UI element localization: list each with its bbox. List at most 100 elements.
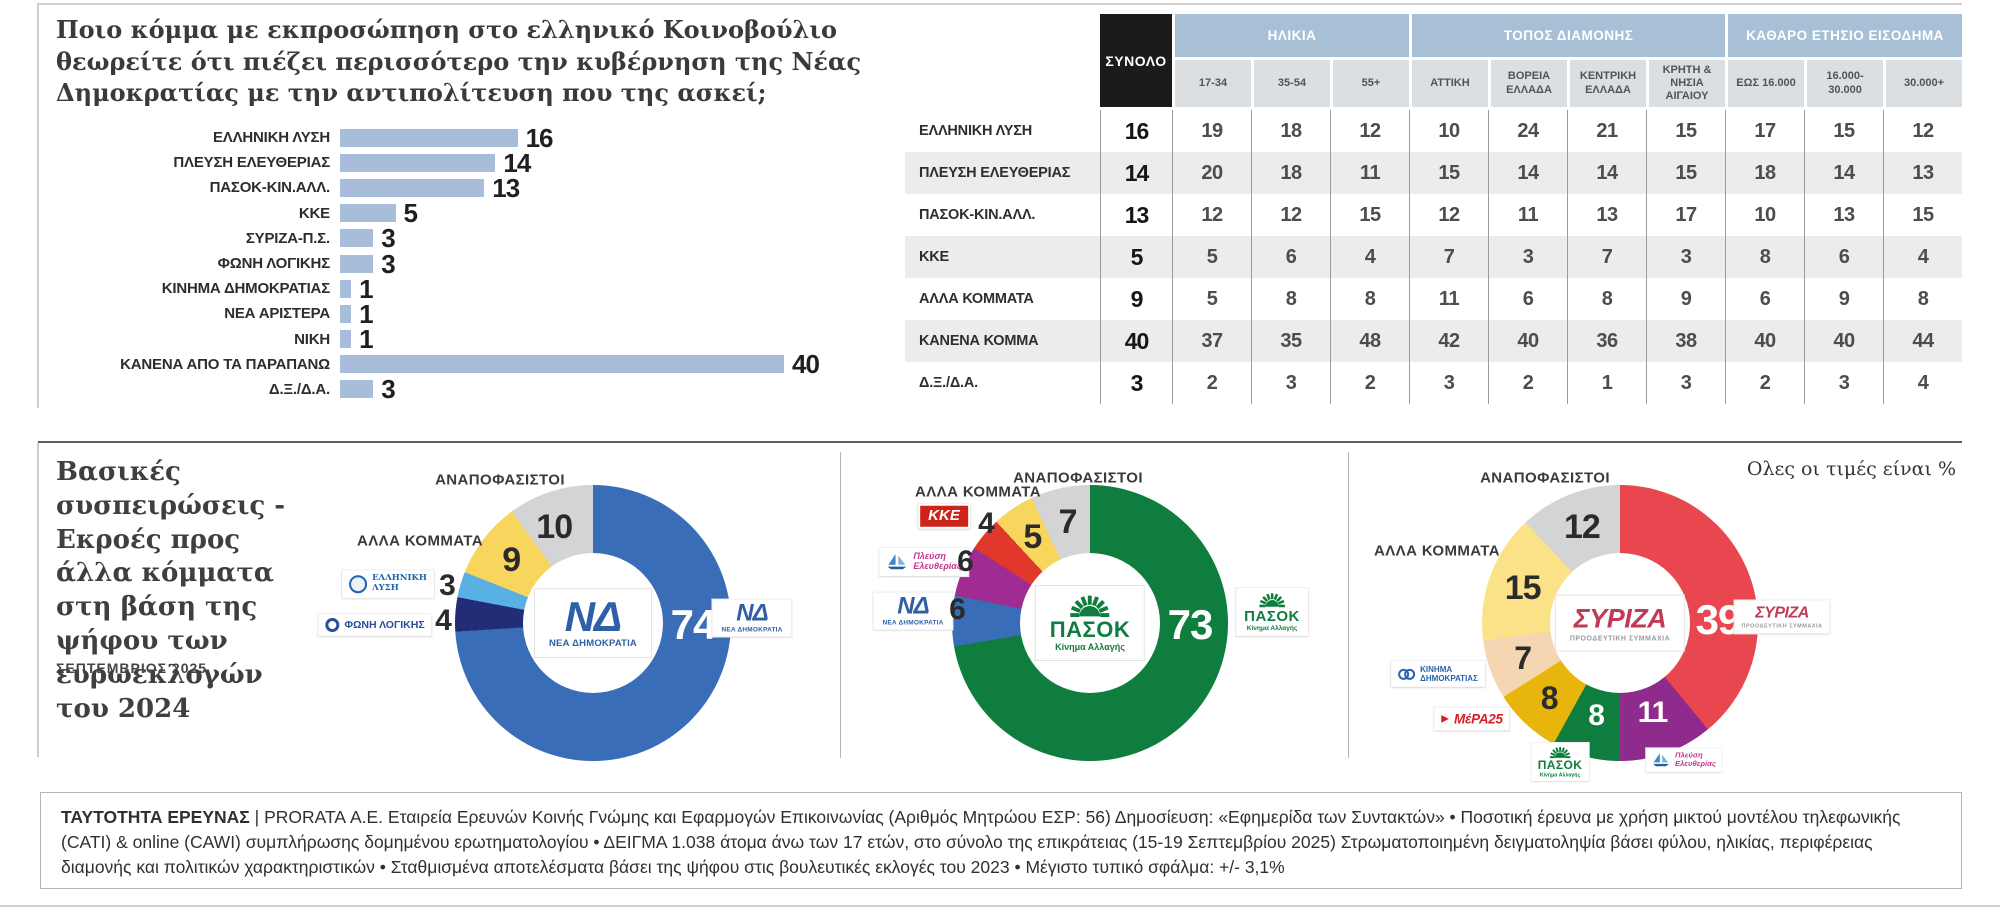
- col-header: ΚΕΝΤΡΙΚΗ ΕΛΛΑΔΑ: [1567, 60, 1646, 110]
- bar-value: 13: [492, 172, 520, 203]
- bar-label: ΚΙΝΗΜΑ ΔΗΜΟΚΡΑΤΙΑΣ: [161, 280, 330, 298]
- table-cell: 17: [1646, 194, 1726, 236]
- bar-value: 1: [359, 324, 374, 355]
- table-cell: 4: [1330, 236, 1409, 278]
- table-cell: 18: [1251, 152, 1330, 194]
- table-cell: 12: [1330, 110, 1409, 152]
- logo-foni-logikis: ΦΩΝΗ ΛΟΓΙΚΗΣ: [318, 614, 432, 636]
- table-row: ΚΚΕ 5 5 6 4 7 3 7 3 8 6 4: [905, 236, 1963, 278]
- table-cell: 2: [1725, 362, 1805, 404]
- bar: [340, 178, 485, 197]
- logo-pasok: ΠΑΣΟΚ Κίνημα Αλλαγής: [1531, 742, 1589, 782]
- bar-value: 40: [792, 349, 820, 380]
- left-divider-top: [37, 3, 39, 408]
- table-row: Δ.Ξ./Δ.Α. 3 2 3 2 3 2 1 3 2 3 4: [905, 362, 1963, 404]
- bar: [340, 304, 352, 323]
- table-cell: 38: [1646, 320, 1726, 362]
- logo-plefsi: Πλεύση Ελευθερίας: [1646, 748, 1722, 772]
- table-cell: 15: [1804, 110, 1884, 152]
- pasok-sun-icon: [1070, 595, 1110, 618]
- table-cell: 2: [1330, 362, 1409, 404]
- bar-row: ΦΩΝΗ ΛΟΓΙΚΗΣ 3: [48, 251, 819, 277]
- logo-nd: ΝΔ ΝΕΑ ΔΗΜΟΚΡΑΤΙΑ: [873, 592, 953, 630]
- bar-label: ΚΚΕ: [298, 204, 330, 222]
- donut-annotation: 73: [1167, 600, 1214, 648]
- donut-annotation: 7: [1058, 502, 1078, 541]
- col-header: 55+: [1330, 60, 1409, 110]
- bar-row: ΝΙΚΗ 1: [48, 324, 819, 355]
- donut-annotation: 15: [1504, 568, 1542, 607]
- bar-row: Δ.Ξ./Δ.Α. 3: [48, 376, 819, 402]
- bar-row: ΚΙΝΗΜΑ ΔΗΜΟΚΡΑΤΙΑΣ 1: [48, 276, 819, 302]
- table-cell: 21: [1567, 110, 1646, 152]
- crosstab: ΣΥΝΟΛΟ ΗΛΙΚΙΑ ΤΟΠΟΣ ΔΙΑΜΟΝΗΣ ΚΑΘΑΡΟ ΕΤΗΣΙΟ …: [905, 14, 1963, 404]
- table-cell: 12: [1251, 194, 1330, 236]
- table-cell: 2: [1172, 362, 1251, 404]
- bar-label: ΦΩΝΗ ΛΟΓΙΚΗΣ: [217, 255, 331, 273]
- table-cell: 2: [1488, 362, 1567, 404]
- table-cell: 18: [1725, 152, 1805, 194]
- table-cell: 6: [1488, 278, 1567, 320]
- donut-annotation: ΑΛΛΑ ΚΟΜΜΑΤΑ: [915, 483, 1041, 501]
- logo-syriza: ΣΥΡΙΖΑ ΠΡΟΟΔΕΥΤΙΚΗ ΣΥΜΜΑΧΙΑ: [1734, 600, 1830, 634]
- row-label: ΠΑΣΟΚ-ΚΙΝ.ΑΛΛ.: [905, 194, 1100, 236]
- total-cell: 16: [1100, 110, 1172, 152]
- table-cell: 3: [1646, 236, 1726, 278]
- donut-annotation: 11: [1637, 696, 1669, 730]
- bar-label: ΝΕΑ ΑΡΙΣΤΕΡΑ: [224, 305, 330, 323]
- table-cell: 11: [1409, 278, 1488, 320]
- col-header-total: ΣΥΝΟΛΟ: [1100, 14, 1172, 110]
- table-cell: 13: [1883, 152, 1963, 194]
- arrow-icon: ▶: [1441, 713, 1450, 725]
- col-header: ΒΟΡΕΙΑ ΕΛΛΑΔΑ: [1488, 60, 1567, 110]
- row-label: ΚΑΝΕΝΑ ΚΟΜΜΑ: [905, 320, 1100, 362]
- donut-annotation: 8: [1540, 680, 1559, 717]
- table-cell: 3: [1646, 362, 1726, 404]
- table-cell: 15: [1330, 194, 1409, 236]
- bottom-divider: [0, 905, 2000, 907]
- bar: [340, 254, 374, 273]
- section2-date: ΣΕΠΤΕΜΒΡΙΟΣ 2025: [56, 660, 208, 676]
- group-header: ΚΑΘΑΡΟ ΕΤΗΣΙΟ ΕΙΣΟΔΗΜΑ: [1725, 14, 1963, 60]
- col-header: ΑΤΤΙΚΗ: [1409, 60, 1488, 110]
- total-cell: 14: [1100, 152, 1172, 194]
- panel-divider-2: [1348, 452, 1349, 758]
- table-cell: 12: [1409, 194, 1488, 236]
- donut-annotation: 74: [670, 600, 717, 648]
- pasok-sun-icon: [1259, 593, 1285, 608]
- table-cell: 7: [1409, 236, 1488, 278]
- values-note: Ολες οι τιμές είναι %: [1746, 458, 1956, 480]
- bar-row: ΝΕΑ ΑΡΙΣΤΕΡΑ 1: [48, 298, 819, 329]
- bar-row: ΣΥΡΙΖΑ-Π.Σ. 3: [48, 223, 819, 254]
- table-cell: 3: [1409, 362, 1488, 404]
- row-label: ΑΛΛΑ ΚΟΜΜΑΤΑ: [905, 278, 1100, 320]
- bar: [340, 153, 496, 172]
- donut-annotation: 5: [1023, 518, 1042, 557]
- col-header: ΚΡΗΤΗ & ΝΗΣΙΑ ΑΙΓΑΙΟΥ: [1646, 60, 1726, 110]
- row-label: Δ.Ξ./Δ.Α.: [905, 362, 1100, 404]
- logo-mera25: ▶ ΜέΡΑ25: [1434, 707, 1510, 731]
- knot-icon: [1398, 668, 1416, 680]
- table-cell: 40: [1725, 320, 1805, 362]
- logo-plefsi: Πλεύση Ελευθερίας: [879, 548, 969, 576]
- logo-pasok: ΠΑΣΟΚ Κίνημα Αλλαγής: [1236, 588, 1308, 636]
- donut-annotation: 8: [1588, 698, 1605, 732]
- crosstab-table: ΣΥΝΟΛΟ ΗΛΙΚΙΑ ΤΟΠΟΣ ΔΙΑΜΟΝΗΣ ΚΑΘΑΡΟ ΕΤΗΣΙΟ …: [905, 14, 1963, 404]
- table-cell: 37: [1172, 320, 1251, 362]
- pasok-sun-icon: [1549, 746, 1571, 759]
- survey-identity-footer: ΤΑΥΤΟΤΗΤΑ ΕΡΕΥΝΑΣ | PRORATA Α.Ε. Εταιρεί…: [40, 792, 1962, 889]
- table-cell: 18: [1251, 110, 1330, 152]
- bar-value: 1: [359, 298, 374, 329]
- donut-annotation: 39: [1695, 595, 1742, 643]
- logo-pasok: ΠΑΣΟΚ Κίνημα Αλλαγής: [1034, 585, 1146, 661]
- table-cell: 19: [1172, 110, 1251, 152]
- footer-text: | PRORATA Α.Ε. Εταιρεία Ερευνών Κοινής Γ…: [61, 807, 1901, 877]
- bar: [340, 330, 352, 349]
- donut-annotation: 6: [949, 593, 966, 626]
- table-cell: 10: [1409, 110, 1488, 152]
- donut-annotation: 6: [957, 545, 974, 578]
- bar-value: 3: [381, 223, 396, 254]
- total-cell: 9: [1100, 278, 1172, 320]
- donut-annotation: 4: [435, 604, 452, 637]
